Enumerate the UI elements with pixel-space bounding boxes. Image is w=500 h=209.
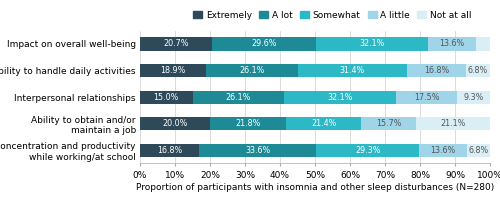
- Bar: [466, 144, 490, 157]
- Bar: [140, 64, 206, 77]
- Text: 20.0%: 20.0%: [162, 119, 188, 128]
- Text: 15.7%: 15.7%: [376, 119, 402, 128]
- Text: 13.6%: 13.6%: [430, 146, 456, 155]
- Bar: [419, 144, 467, 157]
- Text: 21.1%: 21.1%: [440, 119, 466, 128]
- Bar: [476, 37, 490, 51]
- Text: 6.8%: 6.8%: [468, 66, 488, 75]
- Text: 32.1%: 32.1%: [328, 93, 352, 102]
- Bar: [212, 37, 316, 51]
- Text: 16.8%: 16.8%: [157, 146, 182, 155]
- Text: 29.3%: 29.3%: [355, 146, 380, 155]
- Bar: [428, 37, 476, 51]
- Bar: [298, 64, 408, 77]
- Bar: [466, 64, 490, 77]
- Bar: [199, 144, 316, 157]
- Text: 29.6%: 29.6%: [252, 40, 277, 48]
- Text: 13.6%: 13.6%: [440, 40, 465, 48]
- Bar: [408, 64, 466, 77]
- X-axis label: Proportion of participants with insomnia and other sleep disturbances (N=280): Proportion of participants with insomnia…: [136, 183, 494, 192]
- Bar: [286, 117, 361, 130]
- Bar: [416, 117, 490, 130]
- Text: 31.4%: 31.4%: [340, 66, 365, 75]
- Text: 21.4%: 21.4%: [311, 119, 336, 128]
- Bar: [140, 37, 212, 51]
- Bar: [206, 64, 298, 77]
- Bar: [396, 90, 458, 104]
- Text: 18.9%: 18.9%: [160, 66, 186, 75]
- Bar: [210, 117, 286, 130]
- Text: 21.8%: 21.8%: [236, 119, 261, 128]
- Text: 33.6%: 33.6%: [245, 146, 270, 155]
- Bar: [140, 90, 192, 104]
- Text: 17.5%: 17.5%: [414, 93, 440, 102]
- Bar: [140, 117, 210, 130]
- Bar: [361, 117, 416, 130]
- Bar: [284, 90, 396, 104]
- Text: 15.0%: 15.0%: [154, 93, 179, 102]
- Bar: [458, 90, 490, 104]
- Bar: [316, 37, 428, 51]
- Text: 20.7%: 20.7%: [164, 40, 189, 48]
- Text: 26.1%: 26.1%: [239, 66, 264, 75]
- Text: 9.3%: 9.3%: [464, 93, 484, 102]
- Legend: Extremely, A lot, Somewhat, A little, Not at all: Extremely, A lot, Somewhat, A little, No…: [190, 7, 475, 23]
- Bar: [192, 90, 284, 104]
- Bar: [140, 144, 199, 157]
- Text: 6.8%: 6.8%: [468, 146, 488, 155]
- Bar: [316, 144, 419, 157]
- Text: 32.1%: 32.1%: [360, 40, 385, 48]
- Text: 26.1%: 26.1%: [226, 93, 251, 102]
- Text: 16.8%: 16.8%: [424, 66, 450, 75]
